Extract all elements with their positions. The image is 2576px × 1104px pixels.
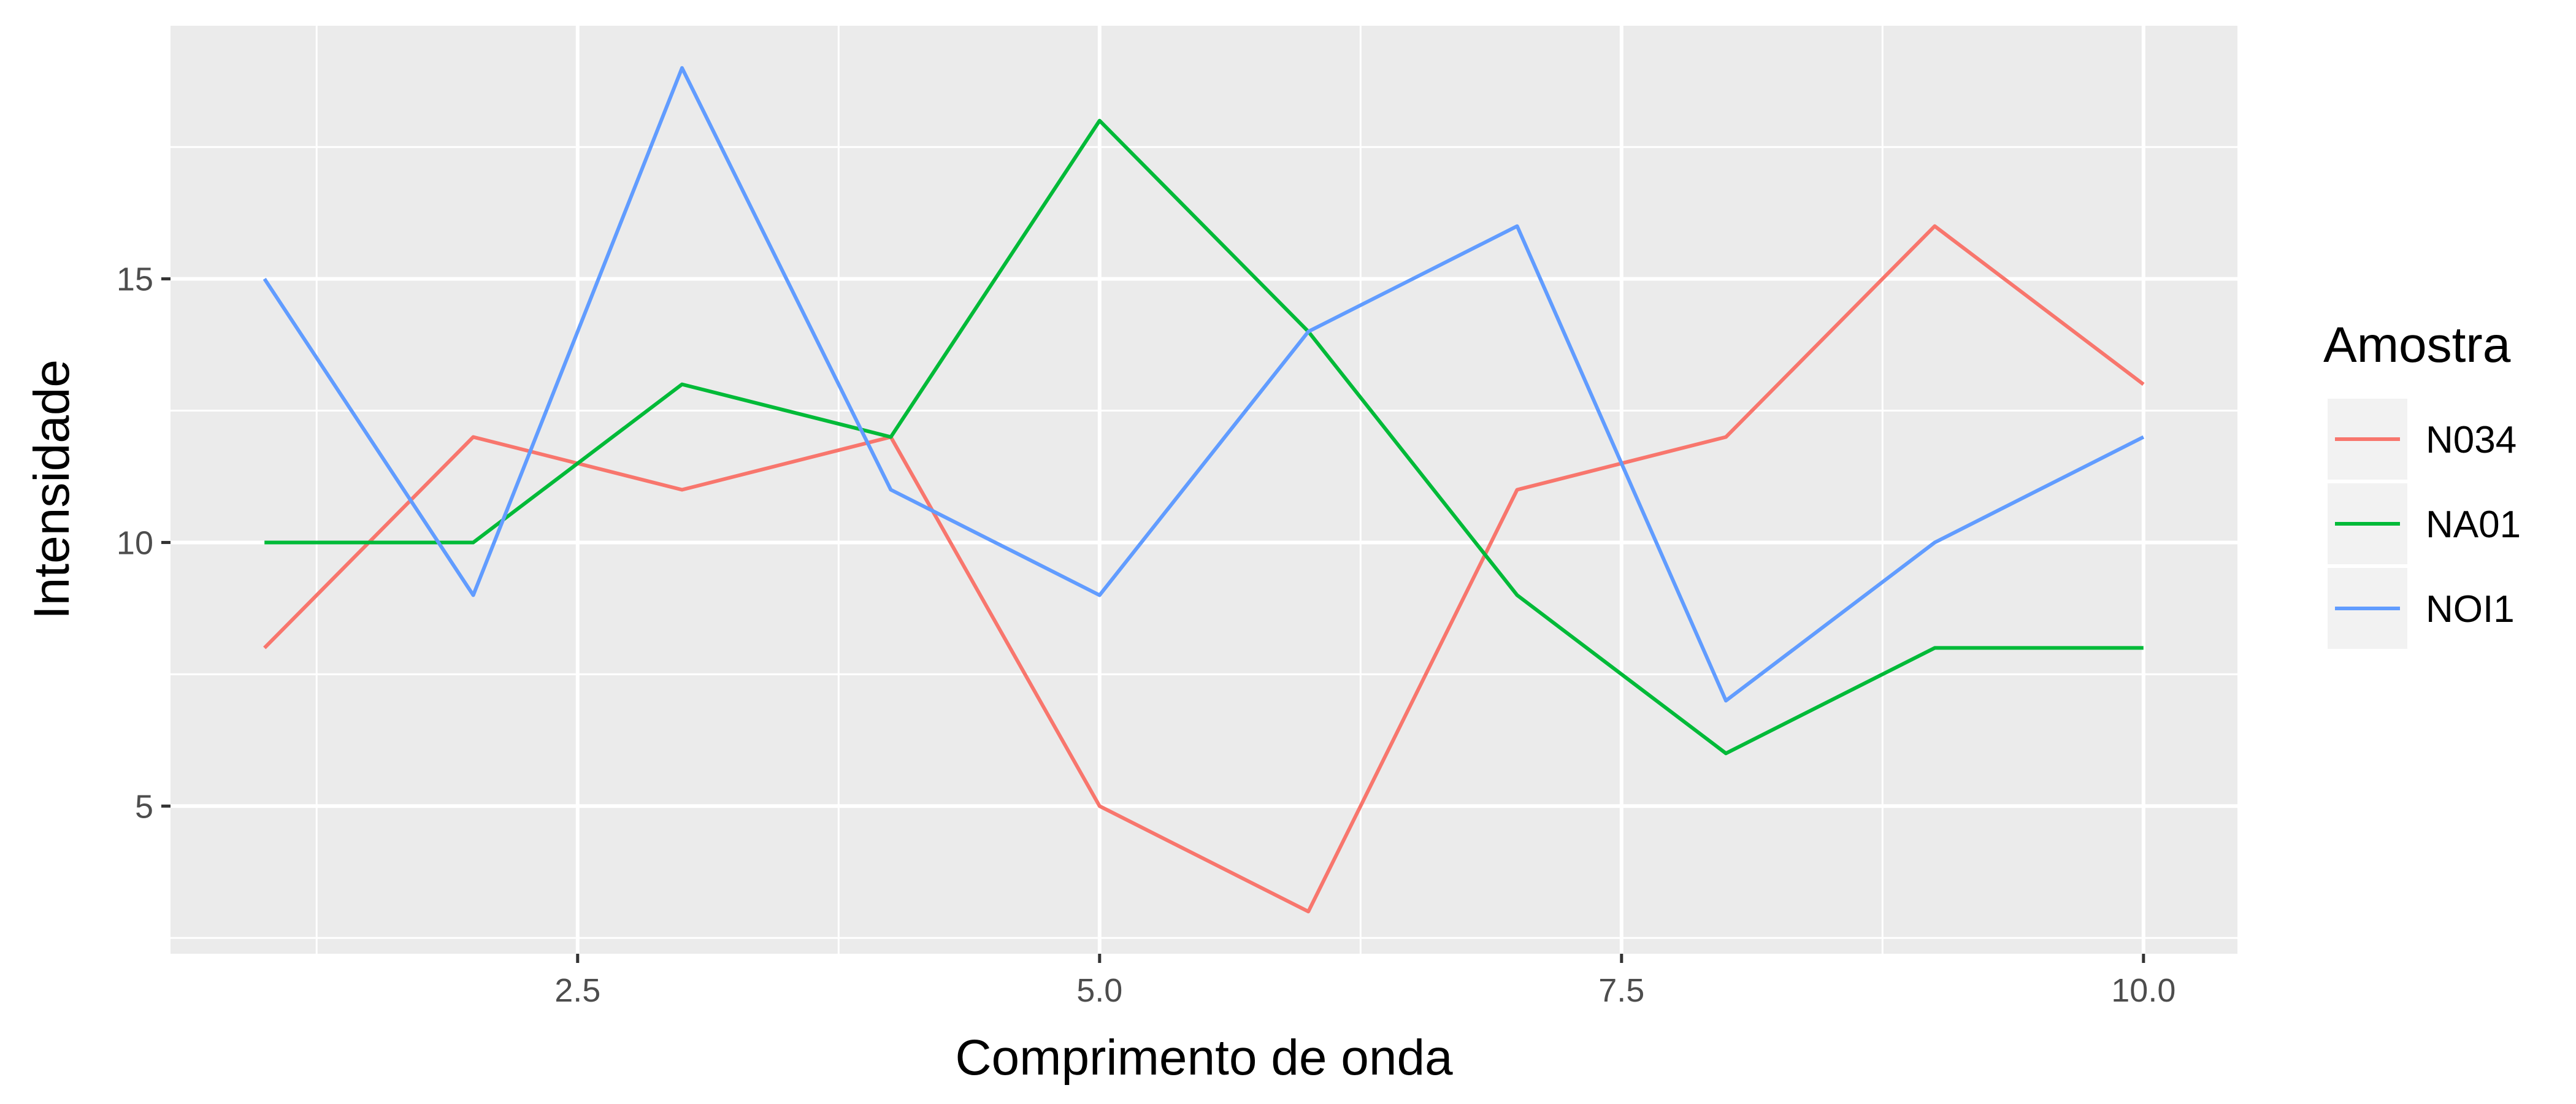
legend-label-noi1: NOI1: [2426, 588, 2515, 631]
legend-title: Amostra: [2323, 317, 2511, 373]
x-tick-labels: 2.5 5.0 7.5 10.0: [554, 972, 2175, 1009]
legend-label-n034: N034: [2426, 419, 2517, 461]
x-tick-label: 2.5: [554, 972, 600, 1009]
series-line-noi1: [263, 66, 2145, 703]
legend: Amostra N034 NA01 NOI1: [2323, 317, 2521, 649]
x-tick-label: 10.0: [2111, 972, 2175, 1009]
major-gridlines: [171, 26, 2237, 954]
x-tick-label: 7.5: [1598, 972, 1644, 1009]
y-tick-labels: 5 10 15: [117, 261, 153, 826]
y-tick-label: 10: [117, 524, 153, 561]
plot-panel: [171, 26, 2237, 954]
legend-label-na01: NA01: [2426, 504, 2521, 546]
series-line-na01: [264, 118, 2144, 756]
y-tick-label: 5: [135, 788, 153, 825]
y-tick-label: 15: [117, 261, 153, 298]
minor-gridlines: [171, 26, 2237, 954]
series-lines: [263, 66, 2145, 914]
x-tick-label: 5.0: [1076, 972, 1122, 1009]
y-axis-title: Intensidade: [24, 359, 80, 619]
x-axis-title: Comprimento de onda: [955, 1030, 1453, 1086]
axis-ticks: [161, 277, 2145, 963]
